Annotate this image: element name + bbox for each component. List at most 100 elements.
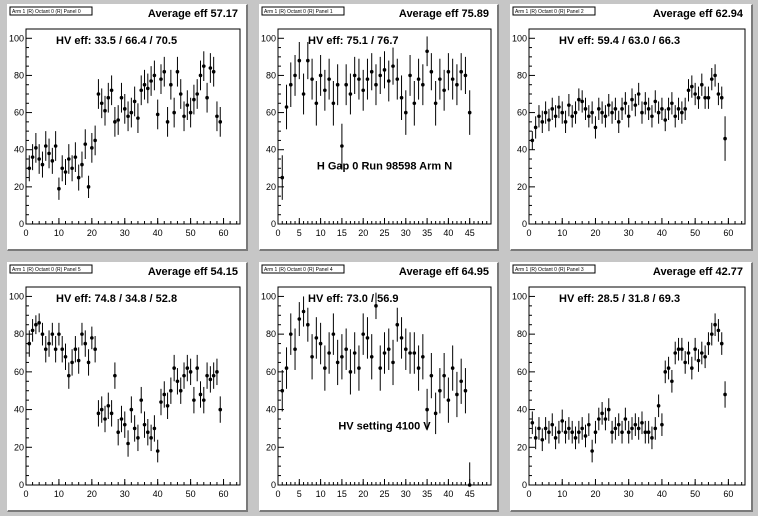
data-point (590, 449, 594, 453)
x-tick-label: 45 (465, 489, 475, 499)
data-point (27, 166, 32, 171)
data-point (40, 162, 45, 167)
data-point (352, 73, 357, 78)
x-tick-label: 50 (690, 489, 700, 499)
x-tick-label: 20 (358, 489, 368, 499)
x-tick-label: 25 (379, 228, 389, 238)
x-tick-label: 5 (297, 228, 302, 238)
data-point (553, 114, 558, 119)
x-tick-label: 30 (120, 228, 130, 238)
x-tick-label: 15 (337, 489, 347, 499)
data-point (425, 49, 429, 54)
data-point (67, 157, 71, 161)
data-point (155, 112, 160, 117)
hv-eff-label: HV eff: 73.0 / 56.9 (308, 293, 399, 305)
x-tick-label: 30 (401, 489, 411, 499)
data-point (70, 360, 74, 365)
data-point (577, 430, 581, 434)
data-point (696, 95, 701, 100)
histogram-title: Arm 1 (R) Octant 0 (R) Panel 1 (264, 9, 333, 15)
data-point (323, 366, 327, 370)
y-tick-label: 40 (517, 405, 527, 415)
x-tick-label: 20 (87, 228, 97, 238)
data-point (30, 328, 35, 333)
data-point (310, 77, 314, 81)
data-point (139, 88, 144, 93)
data-point (86, 360, 91, 365)
plot-annotation: H Gap 0 Run 98598 Arm N (317, 160, 452, 172)
data-point (40, 332, 45, 336)
plot-annotation: HV setting 4100 V (338, 421, 431, 433)
data-point (185, 366, 190, 370)
histogram-title-box (9, 6, 93, 16)
data-point (47, 341, 51, 346)
data-point (670, 379, 674, 384)
data-point (195, 92, 199, 96)
data-point (587, 114, 591, 119)
data-point (433, 411, 438, 416)
data-point (301, 92, 306, 96)
x-tick-label: 30 (624, 489, 634, 499)
data-point (537, 114, 541, 119)
data-point (198, 392, 203, 397)
data-point (76, 358, 81, 363)
data-point (57, 332, 61, 336)
data-point (83, 142, 88, 146)
data-point (553, 436, 558, 440)
x-tick-label: 40 (153, 489, 163, 499)
data-point (348, 370, 353, 374)
data-point (208, 377, 213, 382)
data-point (188, 110, 193, 115)
data-point (352, 351, 357, 355)
data-point (404, 110, 408, 115)
data-point (93, 138, 97, 143)
data-point (344, 82, 348, 87)
average-eff-label: Average eff 62.94 (653, 8, 744, 20)
data-point (690, 84, 694, 89)
data-point (327, 77, 331, 81)
data-point (543, 426, 548, 431)
data-point (590, 110, 594, 115)
data-point (606, 103, 611, 107)
x-tick-label: 20 (87, 489, 97, 499)
data-point (563, 120, 568, 124)
x-tick-label: 0 (275, 489, 280, 499)
data-point (570, 430, 574, 434)
data-point (80, 162, 84, 167)
data-point (630, 426, 634, 431)
chart-svg: Arm 1 (R) Octant 0 (R) Panel 0 Average ef… (9, 6, 241, 238)
data-point (293, 73, 297, 78)
data-point (331, 332, 336, 336)
x-tick-label: 35 (422, 228, 432, 238)
data-point (50, 332, 55, 336)
y-tick-label: 100 (261, 291, 276, 301)
data-point (563, 430, 568, 434)
y-tick-label: 60 (266, 367, 276, 377)
data-point (560, 110, 565, 115)
data-point (132, 99, 137, 104)
data-point (218, 407, 223, 412)
data-point (146, 430, 150, 434)
data-point (438, 388, 442, 393)
data-point (159, 400, 163, 404)
x-tick-label: 30 (624, 228, 634, 238)
data-point (550, 107, 555, 111)
data-point (696, 358, 701, 363)
chart-svg: Arm 1 (R) Octant 0 (R) Panel 2 Average ef… (512, 6, 746, 238)
y-tick-label: 40 (14, 145, 24, 155)
data-point (723, 136, 727, 141)
data-point (433, 101, 438, 106)
data-point (57, 186, 61, 191)
x-tick-label: 50 (186, 489, 196, 499)
data-point (438, 77, 442, 81)
data-point (159, 77, 163, 81)
data-point (630, 97, 634, 102)
data-point (175, 379, 180, 384)
data-point (596, 417, 601, 421)
data-point (573, 110, 578, 115)
data-point (653, 99, 658, 104)
data-point (374, 304, 378, 308)
x-tick-label: 0 (23, 228, 28, 238)
data-point (600, 411, 604, 416)
data-point (60, 347, 65, 352)
